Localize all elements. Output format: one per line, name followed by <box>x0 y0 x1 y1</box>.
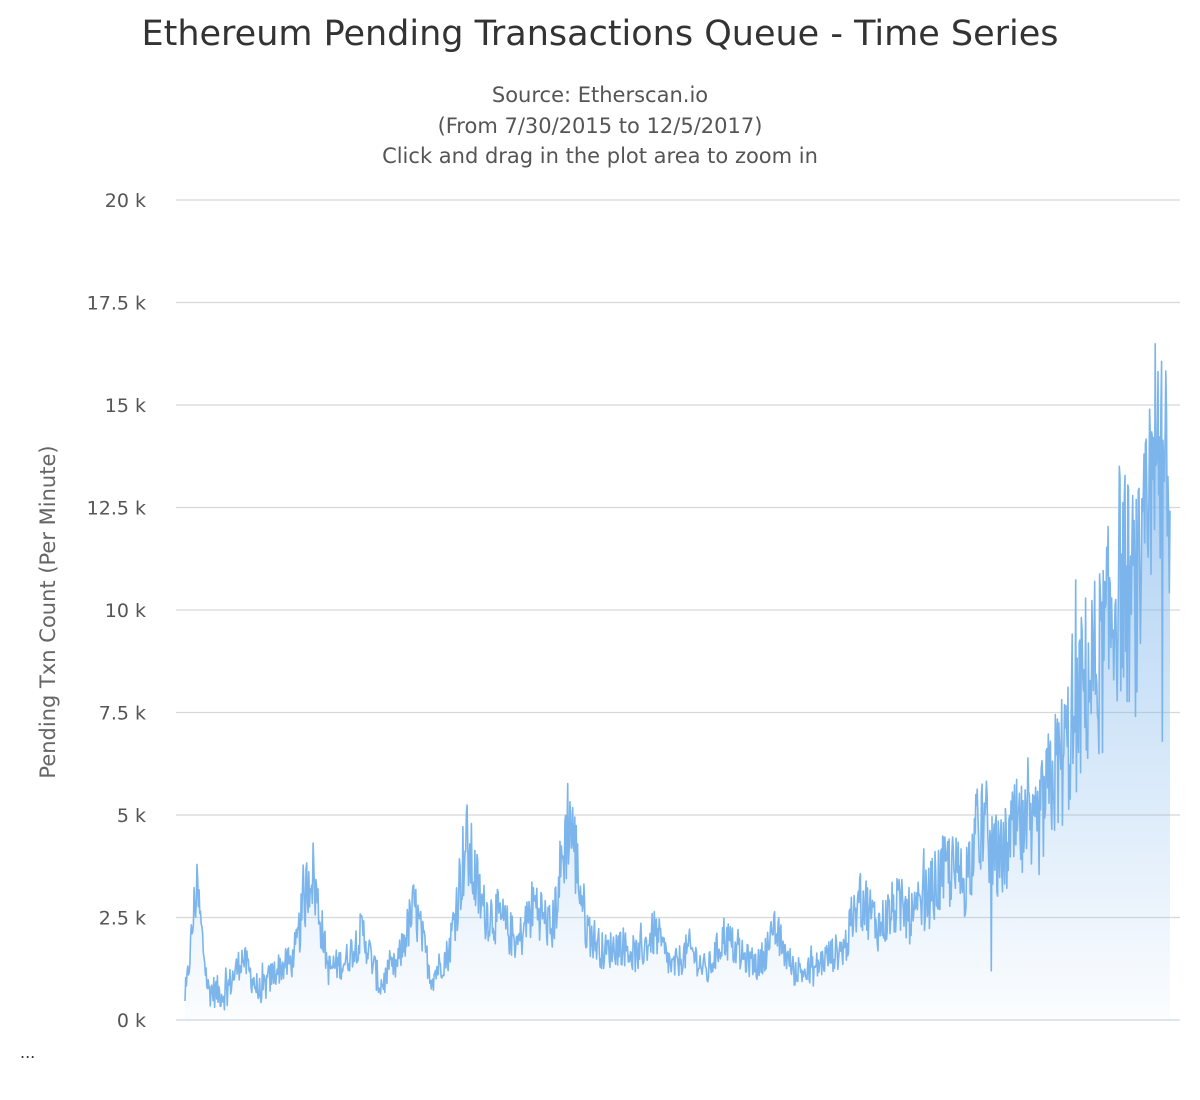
series-area-fill <box>185 343 1170 1020</box>
y-tick-label: 20 k <box>105 190 146 212</box>
chart-subtitle-source: Source: Etherscan.io <box>491 83 709 107</box>
y-tick-label: 12.5 k <box>87 498 146 520</box>
more-options-ellipsis[interactable]: ... <box>20 1043 36 1062</box>
y-tick-label: 5 k <box>117 805 146 827</box>
series-line <box>184 343 1171 1011</box>
y-tick-label: 0 k <box>117 1010 146 1032</box>
y-tick-label: 2.5 k <box>99 908 146 930</box>
y-tick-label: 10 k <box>105 600 146 622</box>
y-tick-label: 17.5 k <box>87 293 146 315</box>
chart-subtitle-zoom-hint: Click and drag in the plot area to zoom … <box>382 144 818 168</box>
y-tick-label: 15 k <box>105 395 146 417</box>
chart-subtitle-date-range: (From 7/30/2015 to 12/5/2017) <box>437 114 763 138</box>
y-tick-label: 7.5 k <box>99 703 146 725</box>
chart-title: Ethereum Pending Transactions Queue - Ti… <box>141 14 1059 54</box>
